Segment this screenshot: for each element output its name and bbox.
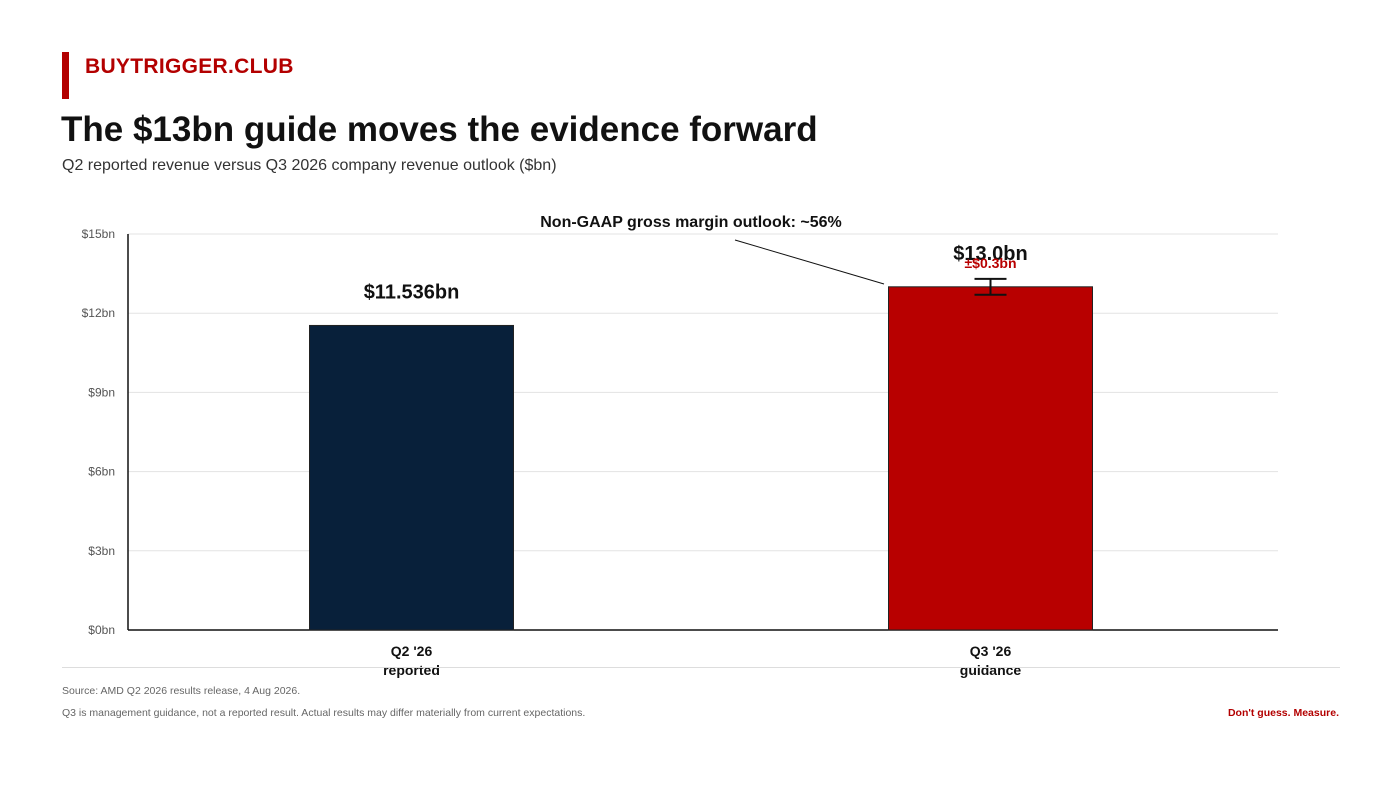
x-tick-label: Q3 '26 — [970, 643, 1012, 659]
y-tick-label: $3bn — [88, 544, 115, 558]
y-tick-label: $9bn — [88, 385, 115, 399]
value-label-q2: $11.536bn — [364, 281, 460, 303]
source-note: Source: AMD Q2 2026 results release, 4 A… — [62, 685, 301, 697]
disclaimer-note: Q3 is management guidance, not a reporte… — [62, 707, 586, 719]
annotation-text: Non-GAAP gross margin outlook: ~56% — [540, 214, 842, 231]
annotation-leader-line — [734, 239, 885, 285]
brand-accent-bar — [62, 52, 69, 99]
y-tick-label: $15bn — [82, 227, 115, 241]
y-tick-label: $6bn — [88, 465, 115, 479]
page-subtitle: Q2 reported revenue versus Q3 2026 compa… — [62, 157, 557, 174]
value-label-q3: $13.0bn — [953, 243, 1027, 265]
page-title: The $13bn guide moves the evidence forwa… — [61, 110, 818, 149]
error-label: ±$0.3bn — [964, 255, 1016, 271]
footer-divider — [62, 667, 1340, 668]
y-tick-label: $0bn — [88, 623, 115, 637]
x-tick-label: Q2 '26 — [391, 643, 433, 659]
x-tick-label: guidance — [960, 662, 1022, 678]
tagline: Don't guess. Measure. — [1227, 707, 1339, 719]
bar-0 — [309, 324, 514, 631]
brand-name: BUYTRIGGER.CLUB — [85, 55, 294, 78]
y-tick-label: $12bn — [82, 306, 115, 320]
bar-1 — [888, 286, 1093, 631]
x-tick-label: reported — [383, 662, 440, 678]
